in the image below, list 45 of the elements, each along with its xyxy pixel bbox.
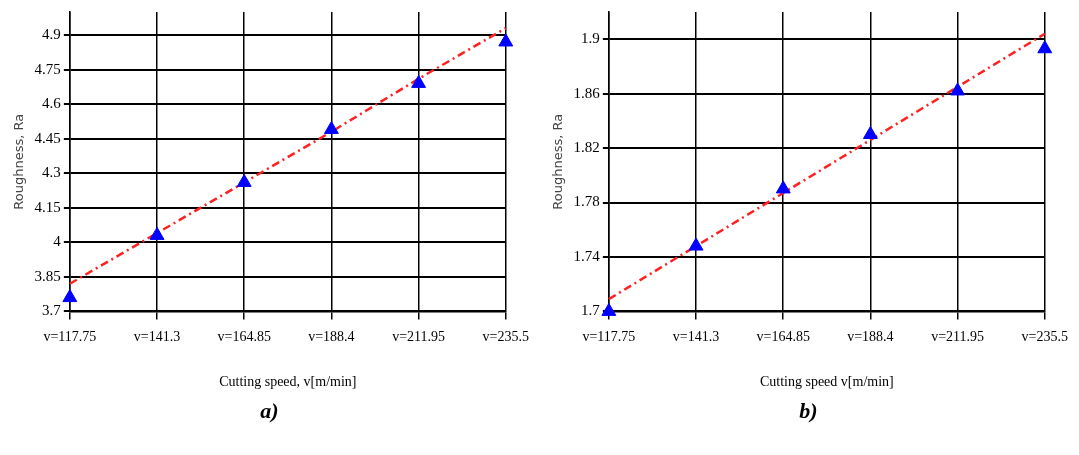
y-axis-title: Roughness, Ra [11,113,27,210]
y-axis-title: Roughness, Ra [550,113,566,210]
y-tick-label: 1.82 [573,139,600,156]
point [775,180,791,194]
point [862,125,878,139]
text: b) [798,398,819,424]
y-tick-label: 3.7 [42,302,62,319]
y-tick-label: 4.3 [42,164,61,181]
text: a) [259,398,280,424]
y-tick-label: 4.45 [34,129,61,146]
y-tick-label: 1.86 [573,84,601,101]
x-tick-label: v=235.5 [1021,329,1069,345]
x-tick-label: v=188.4 [847,329,894,345]
x-tick-label: v=164.85 [217,329,271,345]
y-tick-label: 1.74 [573,247,601,264]
point [323,120,339,134]
point [236,173,252,187]
x-tick-label: v=235.5 [482,329,530,345]
y-tick-label: 1.78 [573,193,600,210]
y-tick-label: 4.75 [34,60,61,77]
x-tick-label: v=211.95 [931,329,985,345]
x-tick-label: v=117.75 [43,329,97,345]
point [62,289,78,303]
y-tick-label: 4.9 [42,25,61,42]
x-tick-label: v=117.75 [582,329,636,345]
point [411,74,427,88]
point [688,237,704,251]
point [601,302,617,316]
y-tick-label: 4.15 [34,198,61,215]
x-tick-label: v=141.3 [133,329,181,345]
x-tick-label: v=211.95 [392,329,446,345]
y-tick-label: 4.6 [42,95,62,112]
x-tick-label: v=188.4 [308,329,355,345]
x-tick-label: v=164.85 [756,329,810,345]
y-tick-label: 1.7 [581,302,601,319]
x-tick-label: v=141.3 [672,329,720,345]
y-tick-label: 3.85 [34,267,61,284]
point [149,226,165,240]
point [498,33,514,47]
y-tick-label: 1.9 [581,30,600,47]
y-tick-label: 4 [53,233,62,250]
x-axis-title: Cutting speed v[m/min] [759,374,894,390]
x-axis-title: Cutting speed, v[m/min] [219,374,357,390]
point [1037,40,1053,54]
point [950,82,966,96]
